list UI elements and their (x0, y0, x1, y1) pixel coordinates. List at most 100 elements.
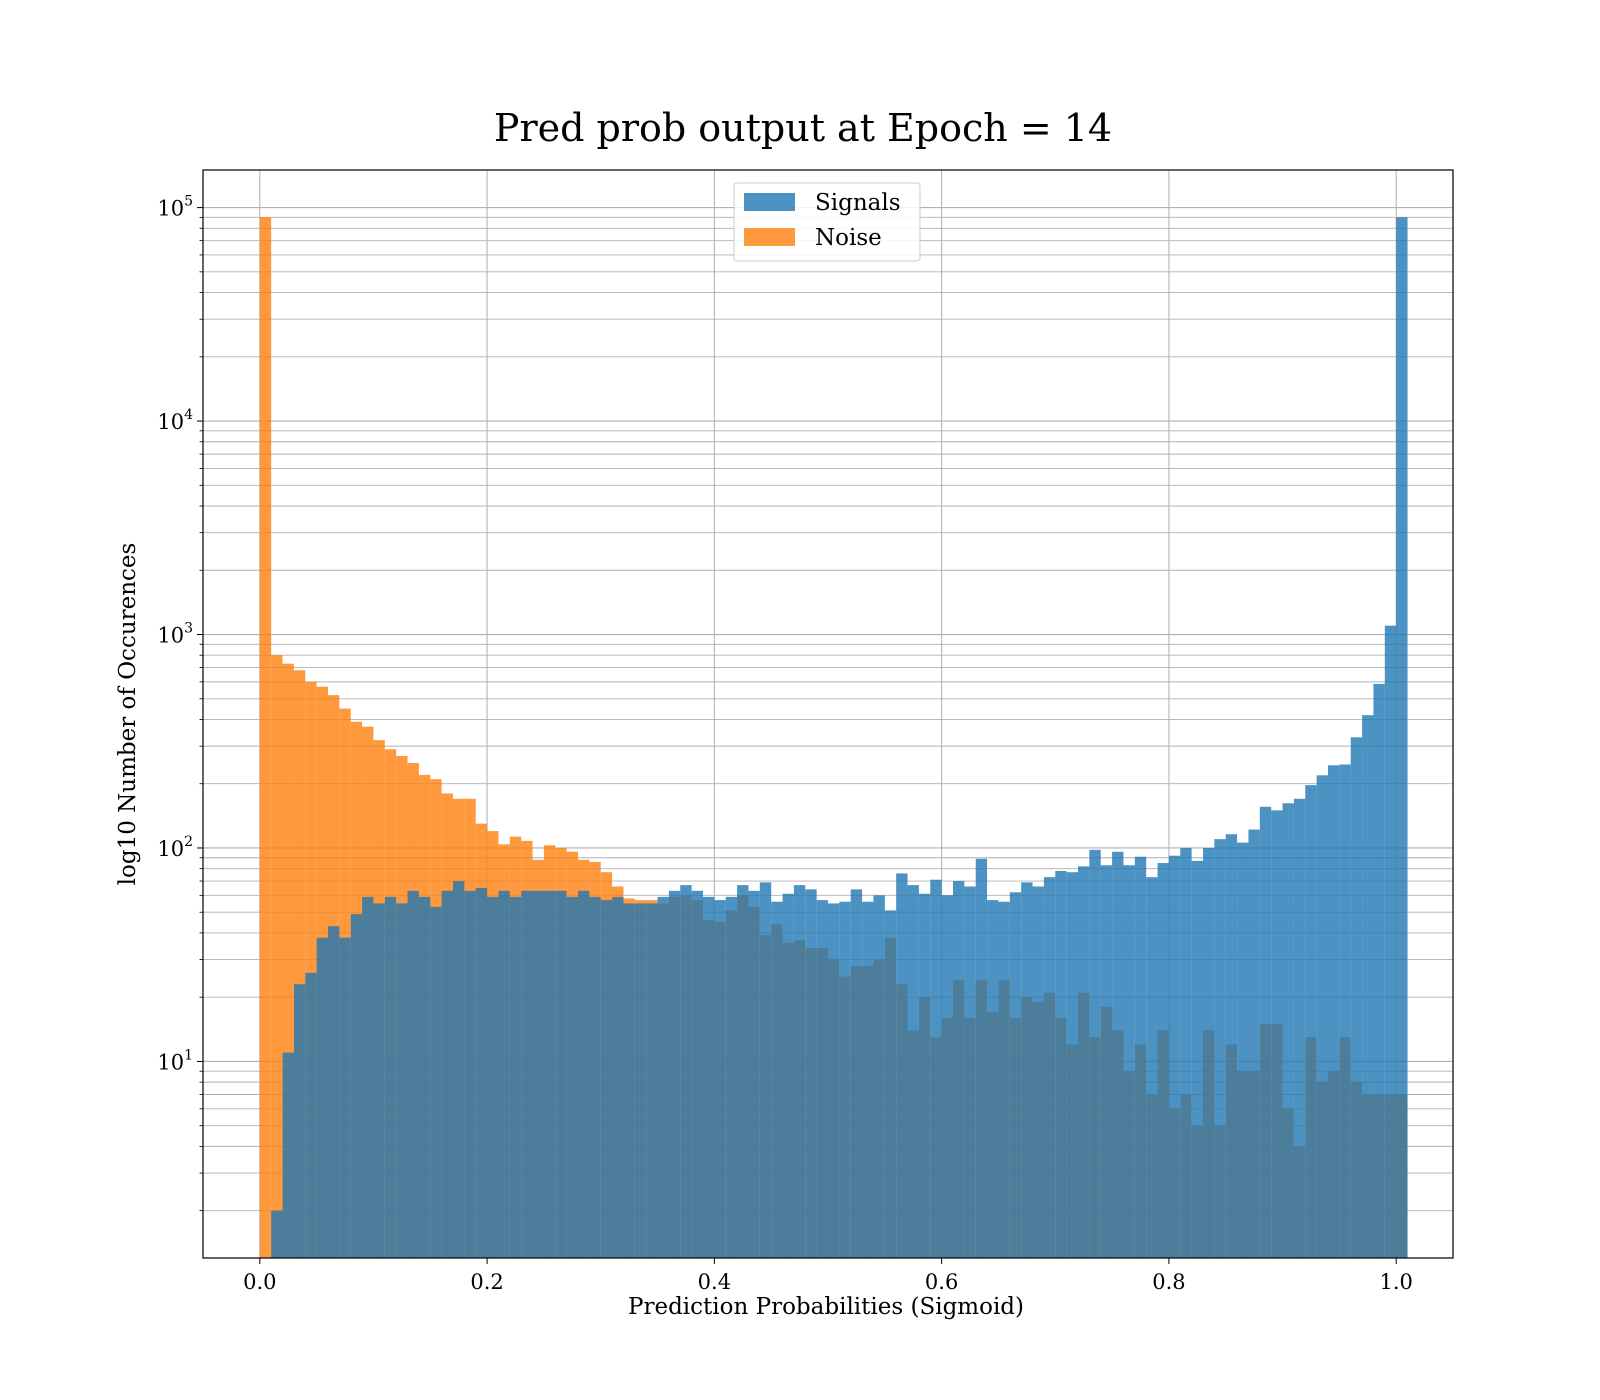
signal-bar (1055, 871, 1067, 1258)
signal-bar (623, 903, 635, 1258)
signal-bar (589, 896, 601, 1258)
signal-bar (759, 882, 772, 1258)
signal-bar (1248, 829, 1260, 1258)
signal-bar (1123, 865, 1135, 1258)
signal-bar (1328, 765, 1340, 1258)
signal-bar (487, 896, 499, 1258)
x-tick-label: 0.0 (243, 1270, 276, 1294)
signal-bar (441, 890, 453, 1258)
signal-bar (1305, 785, 1317, 1258)
x-tick-label: 1.0 (1379, 1270, 1412, 1294)
signal-bar (850, 889, 863, 1258)
signal-bar (373, 903, 385, 1258)
y-axis-label: log10 Number of Occurences (115, 543, 141, 886)
y-tick-base: 10 (157, 1050, 184, 1074)
signal-bar (1146, 877, 1158, 1258)
signal-bar (1225, 834, 1238, 1258)
y-tick-label: 105 (157, 194, 193, 221)
signal-bar (532, 890, 544, 1258)
signal-bar (1066, 872, 1078, 1258)
signal-bar (453, 881, 465, 1258)
signal-bar (543, 890, 556, 1258)
signal-bar (1009, 892, 1022, 1258)
signal-bar (566, 896, 578, 1258)
signal-bar (805, 889, 817, 1258)
y-tick-base: 10 (157, 837, 184, 861)
signal-bar (578, 890, 590, 1258)
signal-bar (703, 896, 715, 1258)
signal-bar (691, 890, 703, 1258)
y-tick-label: 104 (157, 407, 193, 434)
signal-bar (1237, 842, 1249, 1258)
signal-bar (725, 896, 738, 1258)
signal-bar (839, 901, 851, 1258)
signal-bar (987, 900, 999, 1258)
signal-bar (657, 896, 669, 1258)
signal-bar (737, 885, 749, 1258)
signal-bar (1021, 882, 1033, 1258)
y-tick-exponent: 5 (184, 194, 193, 210)
signal-bar (896, 873, 908, 1258)
signal-bars (271, 217, 1408, 1258)
signal-bar (953, 881, 965, 1258)
x-tick-label: 0.6 (925, 1270, 958, 1294)
signal-bar (305, 972, 317, 1258)
signal-bar (1157, 863, 1169, 1258)
y-tick-exponent: 3 (184, 621, 193, 637)
signal-bar (430, 906, 442, 1258)
signal-bar (1339, 764, 1351, 1258)
noise-bar (271, 655, 283, 1258)
y-tick-label: 101 (157, 1047, 193, 1074)
signal-bar (1282, 803, 1294, 1258)
signal-bar (1089, 849, 1101, 1258)
signal-bar (316, 937, 328, 1258)
signal-bar (680, 885, 692, 1258)
noise-bar (305, 681, 317, 1258)
signal-bar (418, 896, 431, 1258)
y-tick-label: 103 (157, 621, 193, 648)
y-tick-base: 10 (157, 624, 184, 648)
signal-bar (407, 890, 419, 1258)
x-tick-label: 0.4 (698, 1270, 731, 1294)
y-tick-exponent: 2 (184, 834, 193, 850)
signal-bar (271, 1210, 283, 1258)
x-axis-label: Prediction Probabilities (Sigmoid) (628, 1294, 1024, 1320)
signal-bar (748, 890, 760, 1258)
x-axis-ticks: 0.0 0.2 0.4 0.6 0.8 1.0 (243, 1258, 1413, 1294)
chart-title: Pred prob output at Epoch = 14 (494, 106, 1112, 150)
signal-bar (930, 879, 942, 1258)
signal-bar (941, 895, 953, 1258)
signal-bar (600, 900, 613, 1258)
signal-bar (1316, 775, 1328, 1258)
noise-bar (293, 670, 306, 1258)
signal-bar (668, 890, 681, 1258)
signal-bar (362, 896, 374, 1258)
signal-bar (1180, 847, 1192, 1258)
y-tick-exponent: 4 (184, 407, 193, 423)
signal-bar (1078, 866, 1090, 1258)
signal-bar (1191, 860, 1203, 1258)
y-tick-base: 10 (157, 410, 184, 434)
signal-bar (339, 937, 351, 1258)
signal-bar (396, 903, 408, 1258)
legend-label-noise: Noise (815, 225, 882, 251)
signal-bar (782, 893, 794, 1258)
signal-bar (1259, 806, 1272, 1258)
signal-bar (612, 896, 624, 1258)
signal-bar (498, 890, 510, 1258)
legend-swatch-signals (744, 193, 795, 211)
signal-bar (555, 890, 567, 1258)
signal-bar (771, 901, 783, 1258)
x-tick-label: 0.2 (470, 1270, 503, 1294)
signal-bar (1112, 851, 1124, 1258)
signal-bar (646, 903, 658, 1258)
signal-bar (475, 887, 488, 1258)
signal-bar (873, 895, 885, 1258)
signal-bar (828, 903, 840, 1258)
noise-bar (259, 217, 272, 1258)
signal-bar (816, 900, 828, 1258)
signal-bar (964, 886, 976, 1258)
signal-bar (1362, 715, 1374, 1258)
